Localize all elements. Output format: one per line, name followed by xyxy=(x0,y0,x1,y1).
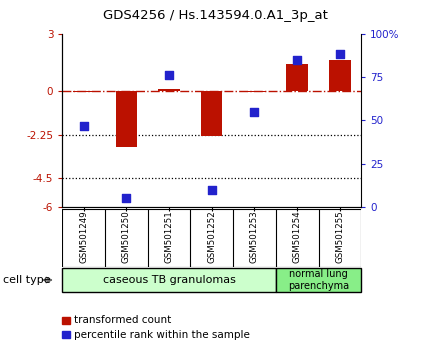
Text: transformed count: transformed count xyxy=(74,315,171,325)
Text: GSM501254: GSM501254 xyxy=(293,211,302,263)
Point xyxy=(251,109,258,115)
Bar xyxy=(201,91,222,136)
Text: GSM501251: GSM501251 xyxy=(165,211,174,263)
Bar xyxy=(158,88,180,91)
Text: GDS4256 / Hs.143594.0.A1_3p_at: GDS4256 / Hs.143594.0.A1_3p_at xyxy=(103,9,327,22)
Text: caseous TB granulomas: caseous TB granulomas xyxy=(103,275,236,285)
Bar xyxy=(276,268,361,292)
Text: cell type: cell type xyxy=(3,275,51,285)
Text: GSM501249: GSM501249 xyxy=(79,211,88,263)
Text: percentile rank within the sample: percentile rank within the sample xyxy=(74,330,249,339)
Point xyxy=(294,57,301,62)
Bar xyxy=(116,91,137,147)
Point xyxy=(208,187,215,193)
Bar xyxy=(62,268,276,292)
Text: GSM501252: GSM501252 xyxy=(207,211,216,263)
Bar xyxy=(329,59,350,91)
Point xyxy=(336,52,343,57)
Point xyxy=(80,123,87,129)
Text: normal lung
parenchyma: normal lung parenchyma xyxy=(288,269,349,291)
Point xyxy=(166,73,172,78)
Bar xyxy=(73,91,94,92)
Bar xyxy=(286,64,308,91)
Point xyxy=(123,195,130,201)
Bar xyxy=(244,91,265,92)
Text: GSM501253: GSM501253 xyxy=(250,211,259,263)
Text: GSM501250: GSM501250 xyxy=(122,211,131,263)
Text: GSM501255: GSM501255 xyxy=(335,211,344,263)
